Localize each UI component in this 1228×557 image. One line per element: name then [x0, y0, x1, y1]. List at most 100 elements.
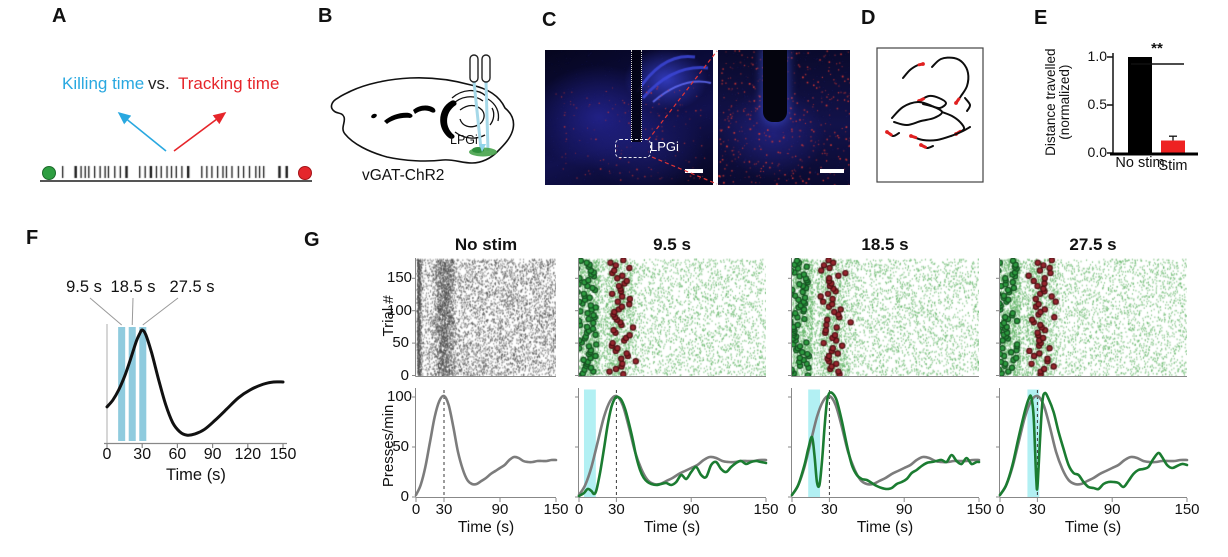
track-kill-tip: [909, 134, 913, 138]
g-rate-y-tick-label: 50: [392, 438, 409, 455]
killing-time-label: Killing time: [62, 74, 145, 93]
g-nostim-reference-curve: [577, 394, 768, 497]
cerebellum-fold: [487, 98, 500, 122]
g-x-tick-label: 30: [1029, 501, 1046, 518]
zoom-indicator-line: [651, 156, 718, 185]
g-raster-y-tick-label: 50: [392, 334, 409, 352]
g-nostim-reference-curve: [414, 394, 558, 497]
midbrain-blob: [440, 100, 457, 139]
fiber-track-outline: [631, 50, 642, 142]
raster-canvas-18-5s: [792, 258, 979, 376]
brain-outline: [330, 77, 515, 164]
panel-g-column-2: [788, 258, 981, 502]
track-kill-tip: [954, 101, 958, 105]
f-stim-bar: [128, 327, 136, 441]
cerebellum-fold: [454, 131, 486, 139]
g-raster-y-tick-label: 0: [400, 366, 409, 384]
track-kill-tip: [885, 130, 889, 134]
g-x-label-1: Time (s): [457, 519, 515, 536]
g-title-18-5s: 18.5 s: [861, 235, 909, 254]
optic-fiber: [484, 81, 490, 152]
g-x-label-3: Time (s): [856, 519, 914, 536]
track-kill-tip: [919, 143, 923, 147]
panel-label-e: E: [1034, 7, 1048, 29]
panel-label-b: B: [318, 5, 333, 27]
raster-canvas-no-stim: [416, 258, 556, 376]
g-x-tick-label: 150: [966, 501, 992, 518]
g-x-tick-label: 90: [1103, 501, 1121, 518]
fiber-shadow: [763, 50, 787, 122]
f-x-axis-label: Time (s): [166, 466, 226, 484]
vs-label: vs.: [148, 74, 170, 93]
panel-d-tracking-paths: [876, 47, 984, 183]
panel-f-rate-schematic: [89, 297, 287, 448]
mouse-track: [931, 56, 970, 104]
cerebellum-fold: [451, 89, 487, 99]
f-stim-label-1: 9.5 s: [66, 278, 102, 296]
lpgi-dashed-box: [615, 139, 651, 158]
e-y-tick-label: 0.0: [1087, 144, 1107, 160]
zoom-indicator-line: [647, 50, 718, 141]
e-bar-stim: [1161, 140, 1185, 153]
panel-label-f: F: [26, 227, 39, 249]
fiber-ferrule: [481, 54, 491, 83]
session-start-dot: [42, 166, 56, 180]
f-x-tick-label: 0: [102, 446, 112, 463]
panel-g-column-3: [996, 258, 1189, 502]
panel-label-d: D: [861, 7, 876, 29]
g-stim-band: [583, 389, 596, 497]
cerebellum-fold: [459, 104, 485, 128]
g-x-tick-label: 0: [411, 501, 421, 518]
fiber-tip: [479, 144, 486, 152]
f-stim-callout-line: [142, 297, 179, 326]
e-y-axis-label-line1: Distance travelled: [1042, 48, 1058, 156]
raster-canvas-9-5s: [579, 258, 766, 376]
anatomy-blob: [413, 105, 436, 114]
g-x-tick-label: 0: [995, 501, 1005, 518]
g-x-tick-label: 150: [1174, 501, 1200, 518]
fluorescence-image-zoom: [718, 50, 850, 185]
panel-label-g: G: [304, 229, 320, 251]
fluorescence-image-overview: [545, 50, 713, 185]
panel-label-a: A: [52, 5, 67, 27]
g-x-tick-label: 30: [608, 501, 625, 518]
g-x-tick-label: 150: [543, 501, 569, 518]
e-bar-no-stim: [1128, 57, 1152, 153]
g-x-tick-label: 30: [435, 501, 453, 518]
g-x-tick-label: 150: [753, 501, 779, 518]
anatomy-blob: [371, 113, 377, 119]
panel-b-brain-schematic: [330, 54, 515, 164]
mouse-line-caption: vGAT-ChR2: [362, 167, 445, 184]
g-raster-y-tick-label: 150: [387, 269, 413, 287]
g-stim-curve: [577, 395, 768, 498]
cerebellum-fold: [489, 107, 495, 126]
f-stim-callout-line: [131, 297, 134, 326]
e-y-axis-label: Distance travelled (normalized): [1042, 37, 1072, 167]
panel-g-column-1: [575, 258, 768, 502]
lpgi-label-b: LPGi: [450, 133, 478, 147]
f-stim-callout-line: [89, 297, 122, 326]
g-raster-y-tick-label: 100: [387, 301, 413, 319]
g-rate-y-tick-label: 0: [400, 488, 409, 505]
e-y-axis-label-line2: (normalized): [1057, 64, 1072, 140]
optic-fiber: [472, 81, 483, 150]
e-category-stim: Stim: [1158, 158, 1188, 174]
f-x-tick-label: 60: [168, 446, 187, 463]
g-stim-curve: [998, 391, 1189, 497]
g-x-tick-label: 90: [682, 501, 700, 518]
killing-arrow: [117, 111, 167, 152]
f-x-tick-label: 120: [234, 446, 262, 463]
significance-stars: **: [1151, 40, 1163, 57]
session-end-dot: [298, 166, 312, 180]
g-x-label-2: Time (s): [643, 519, 701, 536]
g-x-tick-label: 30: [821, 501, 838, 518]
raster-canvas-27-5s: [1000, 258, 1187, 376]
f-stim-label-3: 27.5 s: [169, 278, 215, 296]
panel-c-zoom-lines: [647, 50, 718, 185]
g-x-tick-label: 0: [574, 501, 584, 518]
f-x-tick-label: 150: [269, 446, 297, 463]
g-stim-curve: [790, 391, 981, 497]
g-x-label-4: Time (s): [1064, 519, 1122, 536]
